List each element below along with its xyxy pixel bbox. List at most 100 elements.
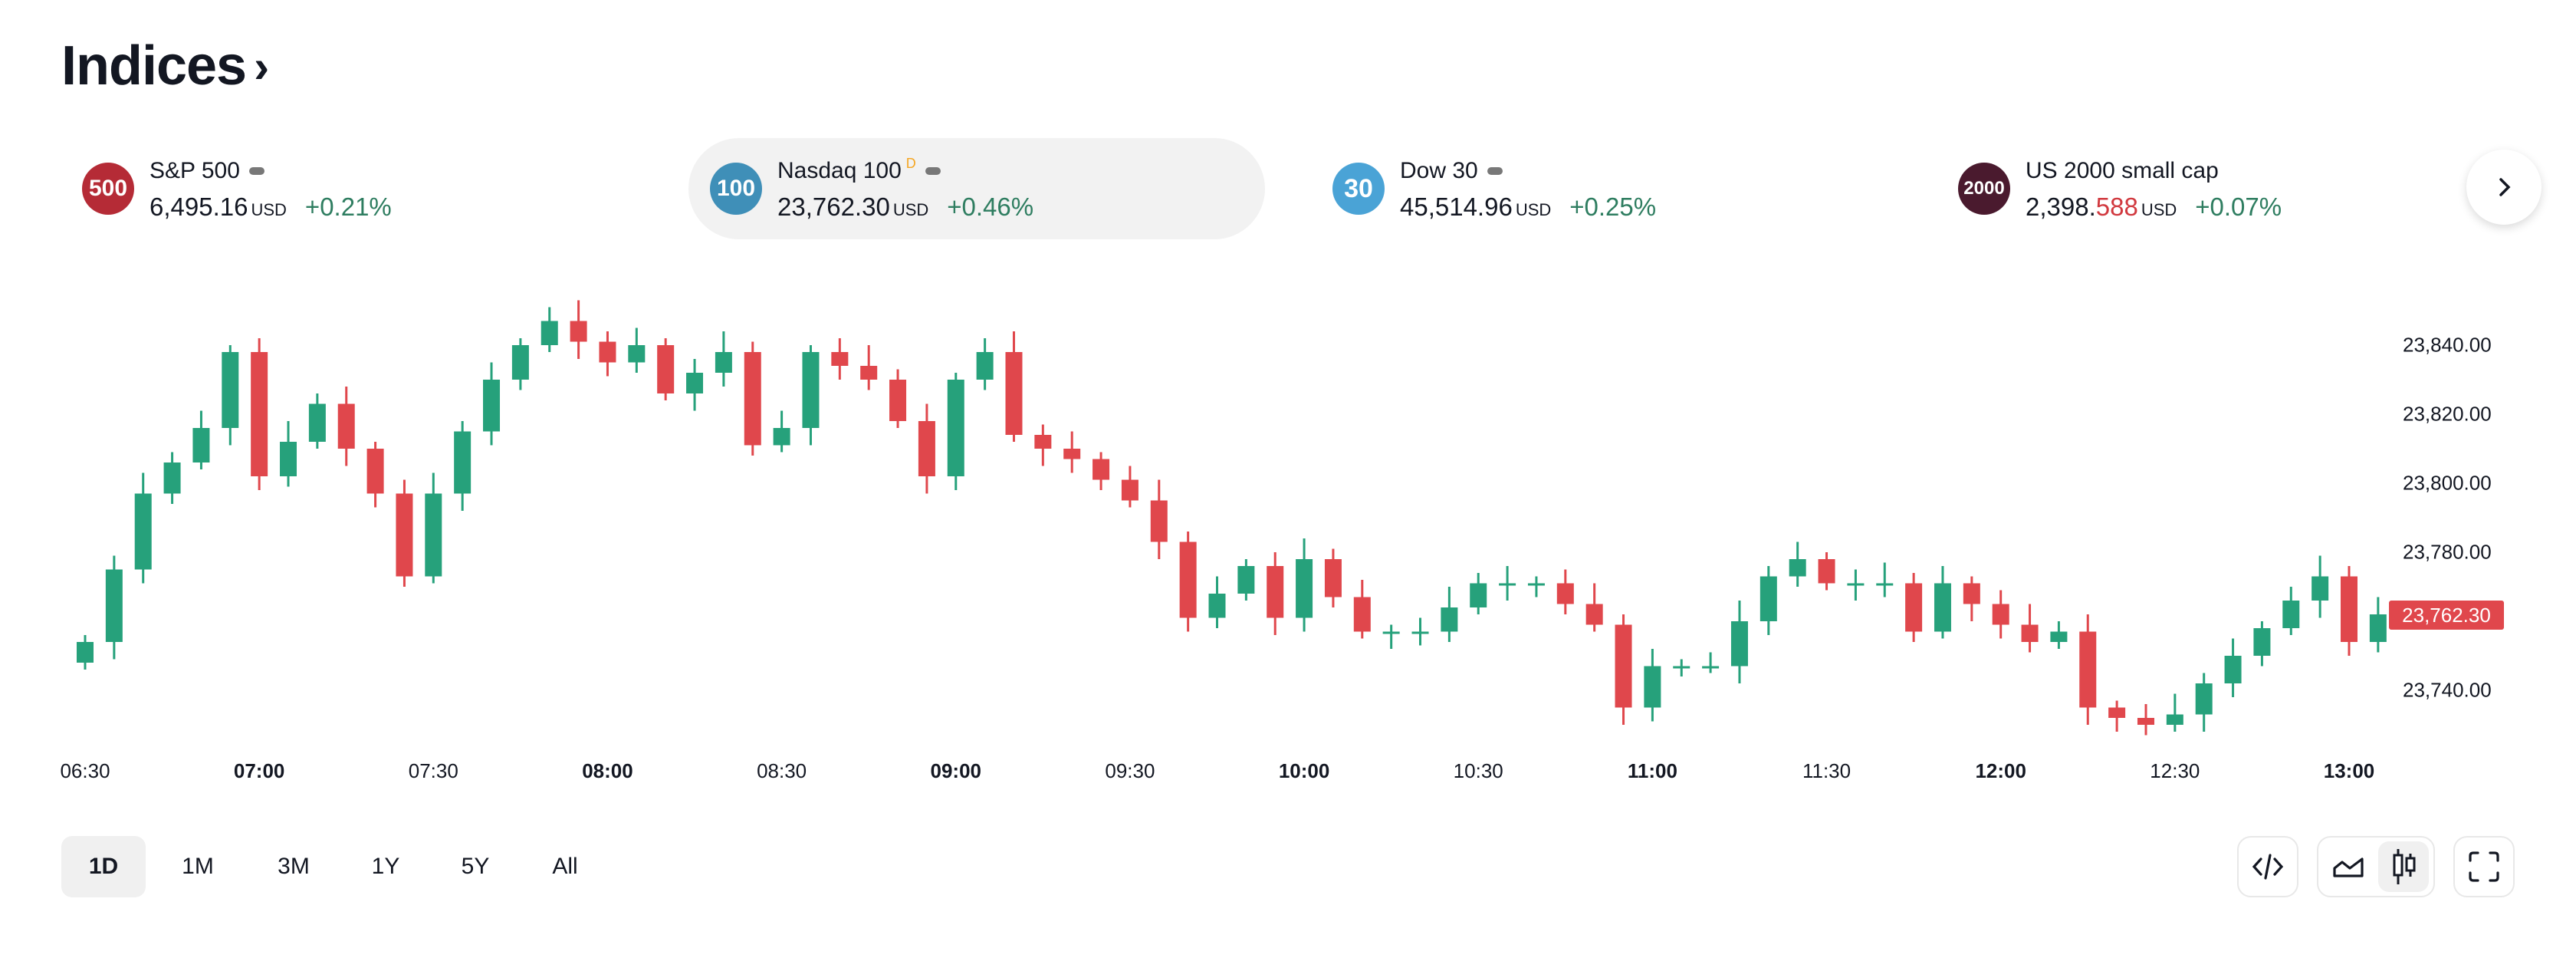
range-1y[interactable]: 1Y bbox=[371, 854, 400, 879]
candlestick-chart[interactable] bbox=[0, 291, 2576, 767]
area-chart-button[interactable] bbox=[2323, 841, 2374, 892]
candle bbox=[657, 338, 675, 400]
candle-body bbox=[860, 366, 878, 380]
candle-body bbox=[802, 352, 820, 428]
candle-body bbox=[2021, 624, 2039, 642]
ticker-dow30[interactable]: 30 Dow 30 45,514.96 USD +0.25% bbox=[1311, 138, 1894, 239]
candle-body bbox=[425, 493, 442, 577]
ticker-change: +0.25% bbox=[1569, 193, 1657, 221]
candle-body bbox=[483, 380, 501, 432]
ticker-sp500[interactable]: 500 S&P 500 6,495.16 USD +0.21% bbox=[61, 138, 643, 239]
next-tickers-button[interactable] bbox=[2466, 150, 2542, 225]
candle-body bbox=[2369, 614, 2387, 642]
candle bbox=[2137, 704, 2154, 736]
candle-body bbox=[2137, 718, 2154, 725]
y-tick-label: 23,740.00 bbox=[2403, 678, 2492, 702]
candle bbox=[1063, 431, 1081, 473]
candle bbox=[163, 452, 181, 504]
candle bbox=[1847, 569, 1865, 601]
x-tick-label: 11:30 bbox=[1802, 759, 1852, 782]
range-1m[interactable]: 1M bbox=[182, 854, 214, 879]
candle bbox=[1121, 466, 1138, 508]
candle bbox=[860, 345, 878, 390]
range-1d[interactable]: 1D bbox=[61, 836, 146, 897]
candle bbox=[947, 373, 964, 490]
candle-body bbox=[1005, 352, 1023, 435]
chevron-right-icon bbox=[2499, 178, 2511, 196]
candle bbox=[222, 345, 239, 446]
candle bbox=[366, 442, 384, 508]
candle-chart-button[interactable] bbox=[2378, 841, 2429, 892]
ticker-currency: USD bbox=[1515, 200, 1552, 219]
last-price-tag: 23,762.30 bbox=[2389, 601, 2504, 630]
y-tick-label: 23,800.00 bbox=[2403, 471, 2492, 495]
embed-code-button[interactable] bbox=[2237, 836, 2298, 897]
candle bbox=[1499, 566, 1516, 601]
candle-body bbox=[1992, 604, 2009, 625]
market-status-icon bbox=[1487, 167, 1503, 175]
candle bbox=[454, 421, 472, 511]
candle-body bbox=[1789, 559, 1806, 577]
candle-body bbox=[454, 431, 472, 494]
candle bbox=[251, 338, 268, 490]
x-tick-label: 12:00 bbox=[1975, 759, 2026, 782]
candle bbox=[1208, 576, 1226, 628]
ticker-nasdaq100[interactable]: 100 Nasdaq 100 D 23,762.30 USD +0.46% bbox=[688, 138, 1265, 239]
ticker-price: 2,398. bbox=[2026, 193, 2096, 221]
candle-body bbox=[1673, 666, 1691, 669]
candle-body bbox=[1092, 459, 1110, 480]
candle bbox=[1324, 548, 1342, 607]
candle-body bbox=[715, 352, 732, 373]
candle bbox=[1730, 601, 1748, 683]
candle bbox=[1411, 617, 1429, 646]
x-tick-label: 08:00 bbox=[582, 759, 633, 782]
candle-body bbox=[744, 352, 761, 446]
candle bbox=[2166, 693, 2183, 732]
chart-type-toggle bbox=[2317, 836, 2435, 897]
x-tick-label: 07:00 bbox=[233, 759, 285, 782]
range-3m[interactable]: 3M bbox=[278, 854, 310, 879]
candle-body bbox=[280, 442, 297, 476]
candle bbox=[2369, 597, 2387, 653]
area-chart-icon bbox=[2333, 857, 2364, 877]
candle bbox=[773, 410, 790, 453]
page-title[interactable]: Indices › bbox=[61, 35, 269, 97]
candle-body bbox=[1615, 624, 1632, 708]
delayed-flag: D bbox=[905, 156, 916, 171]
candle bbox=[2253, 621, 2271, 667]
candle-body bbox=[1063, 449, 1081, 459]
x-tick-label: 06:30 bbox=[60, 759, 110, 782]
candle bbox=[2021, 604, 2039, 653]
candle-body bbox=[396, 493, 413, 577]
candle bbox=[1905, 573, 1923, 642]
candle-body bbox=[2341, 576, 2358, 642]
candle-body bbox=[1905, 583, 1923, 632]
candle bbox=[2224, 638, 2242, 697]
range-all[interactable]: All bbox=[552, 854, 578, 879]
ticker-price: 45,514.96 bbox=[1400, 193, 1513, 221]
candle bbox=[2108, 700, 2126, 732]
candle-body bbox=[1702, 666, 1720, 669]
candle-body bbox=[251, 352, 268, 476]
candle bbox=[2282, 587, 2300, 635]
candle bbox=[1963, 576, 1980, 621]
candle bbox=[425, 472, 442, 584]
ticker-price: 6,495.16 bbox=[150, 193, 248, 221]
fullscreen-button[interactable] bbox=[2453, 836, 2515, 897]
ticker-us2000[interactable]: 2000 US 2000 small cap 2,398. 588 USD +0.07… bbox=[1937, 138, 2443, 239]
candle bbox=[715, 331, 732, 387]
candle bbox=[1353, 580, 1371, 639]
candle-body bbox=[1296, 559, 1313, 618]
candle-body bbox=[1034, 435, 1052, 449]
range-5y[interactable]: 5Y bbox=[461, 854, 490, 879]
ticker-name: S&P 500 bbox=[150, 158, 240, 183]
ticker-price: 23,762.30 bbox=[777, 193, 890, 221]
ticker-currency: USD bbox=[251, 200, 287, 219]
candle bbox=[686, 359, 704, 411]
y-tick-label: 23,840.00 bbox=[2403, 333, 2492, 357]
candle bbox=[976, 338, 994, 390]
candle-body bbox=[1208, 594, 1226, 618]
candle-body bbox=[1411, 631, 1429, 634]
candle bbox=[599, 331, 616, 377]
candle bbox=[1992, 590, 2009, 639]
